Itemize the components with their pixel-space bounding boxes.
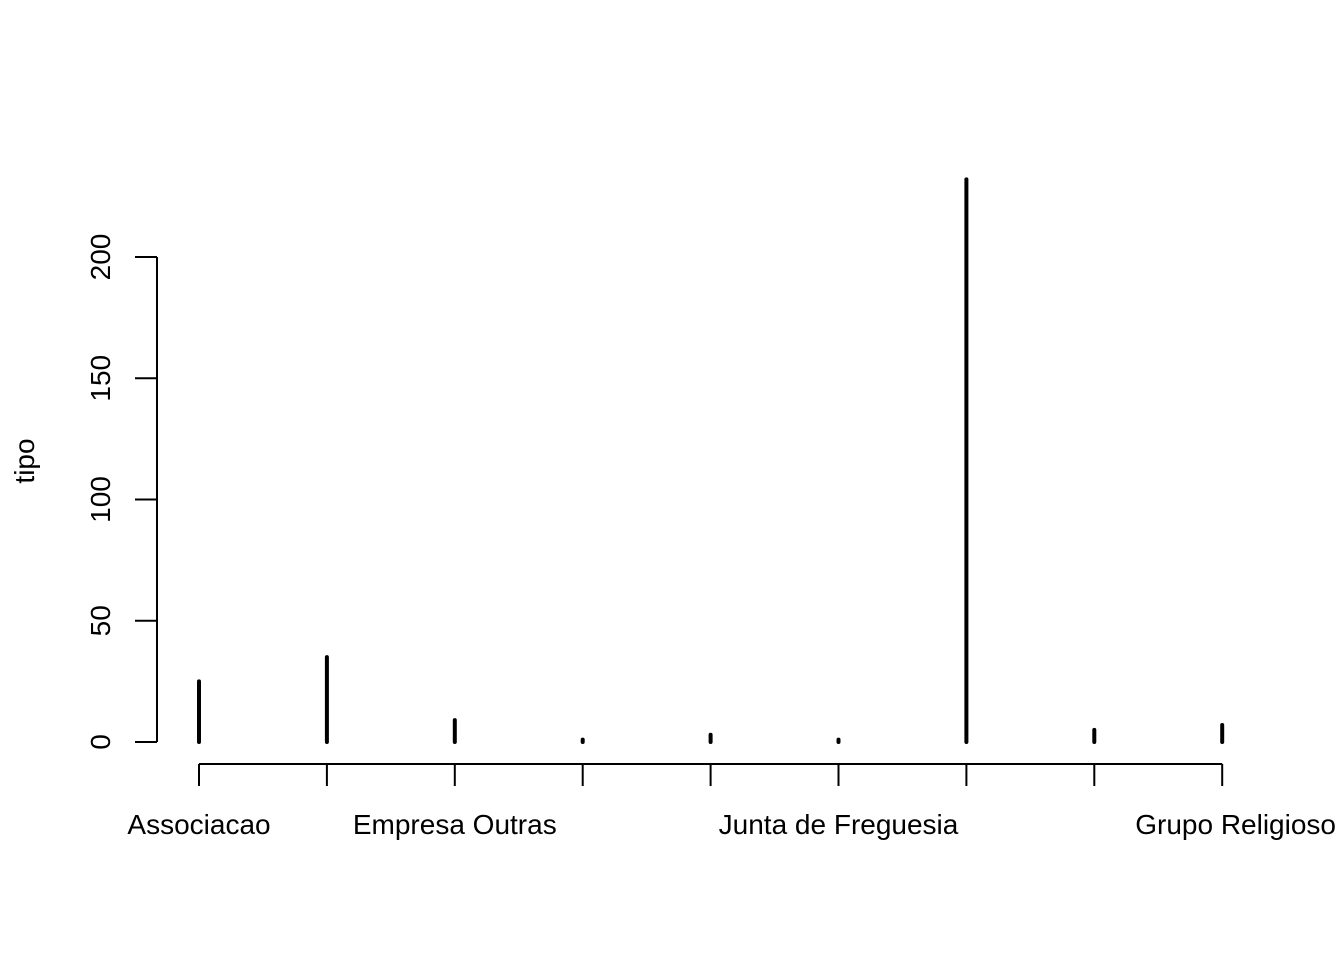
- x-tick-label: Grupo Religioso: [1135, 809, 1336, 840]
- x-tick-label: Associacao: [127, 809, 270, 840]
- bars: [197, 177, 1225, 744]
- x-tick-label: Junta de Freguesia: [719, 809, 959, 840]
- y-tick-label: 200: [85, 234, 116, 281]
- y-tick-label: 100: [85, 476, 116, 523]
- y-tick-label: 50: [85, 605, 116, 636]
- x-axis: Associacao Empresa Outras Junta de Fregues…: [127, 763, 1336, 840]
- x-tick-label: Empresa Outras: [353, 809, 557, 840]
- y-tick-label: 0: [85, 734, 116, 750]
- y-tick-label: 150: [85, 355, 116, 402]
- y-axis: 0 50 100 150 200: [85, 234, 158, 750]
- y-axis-label: tipo: [9, 438, 40, 483]
